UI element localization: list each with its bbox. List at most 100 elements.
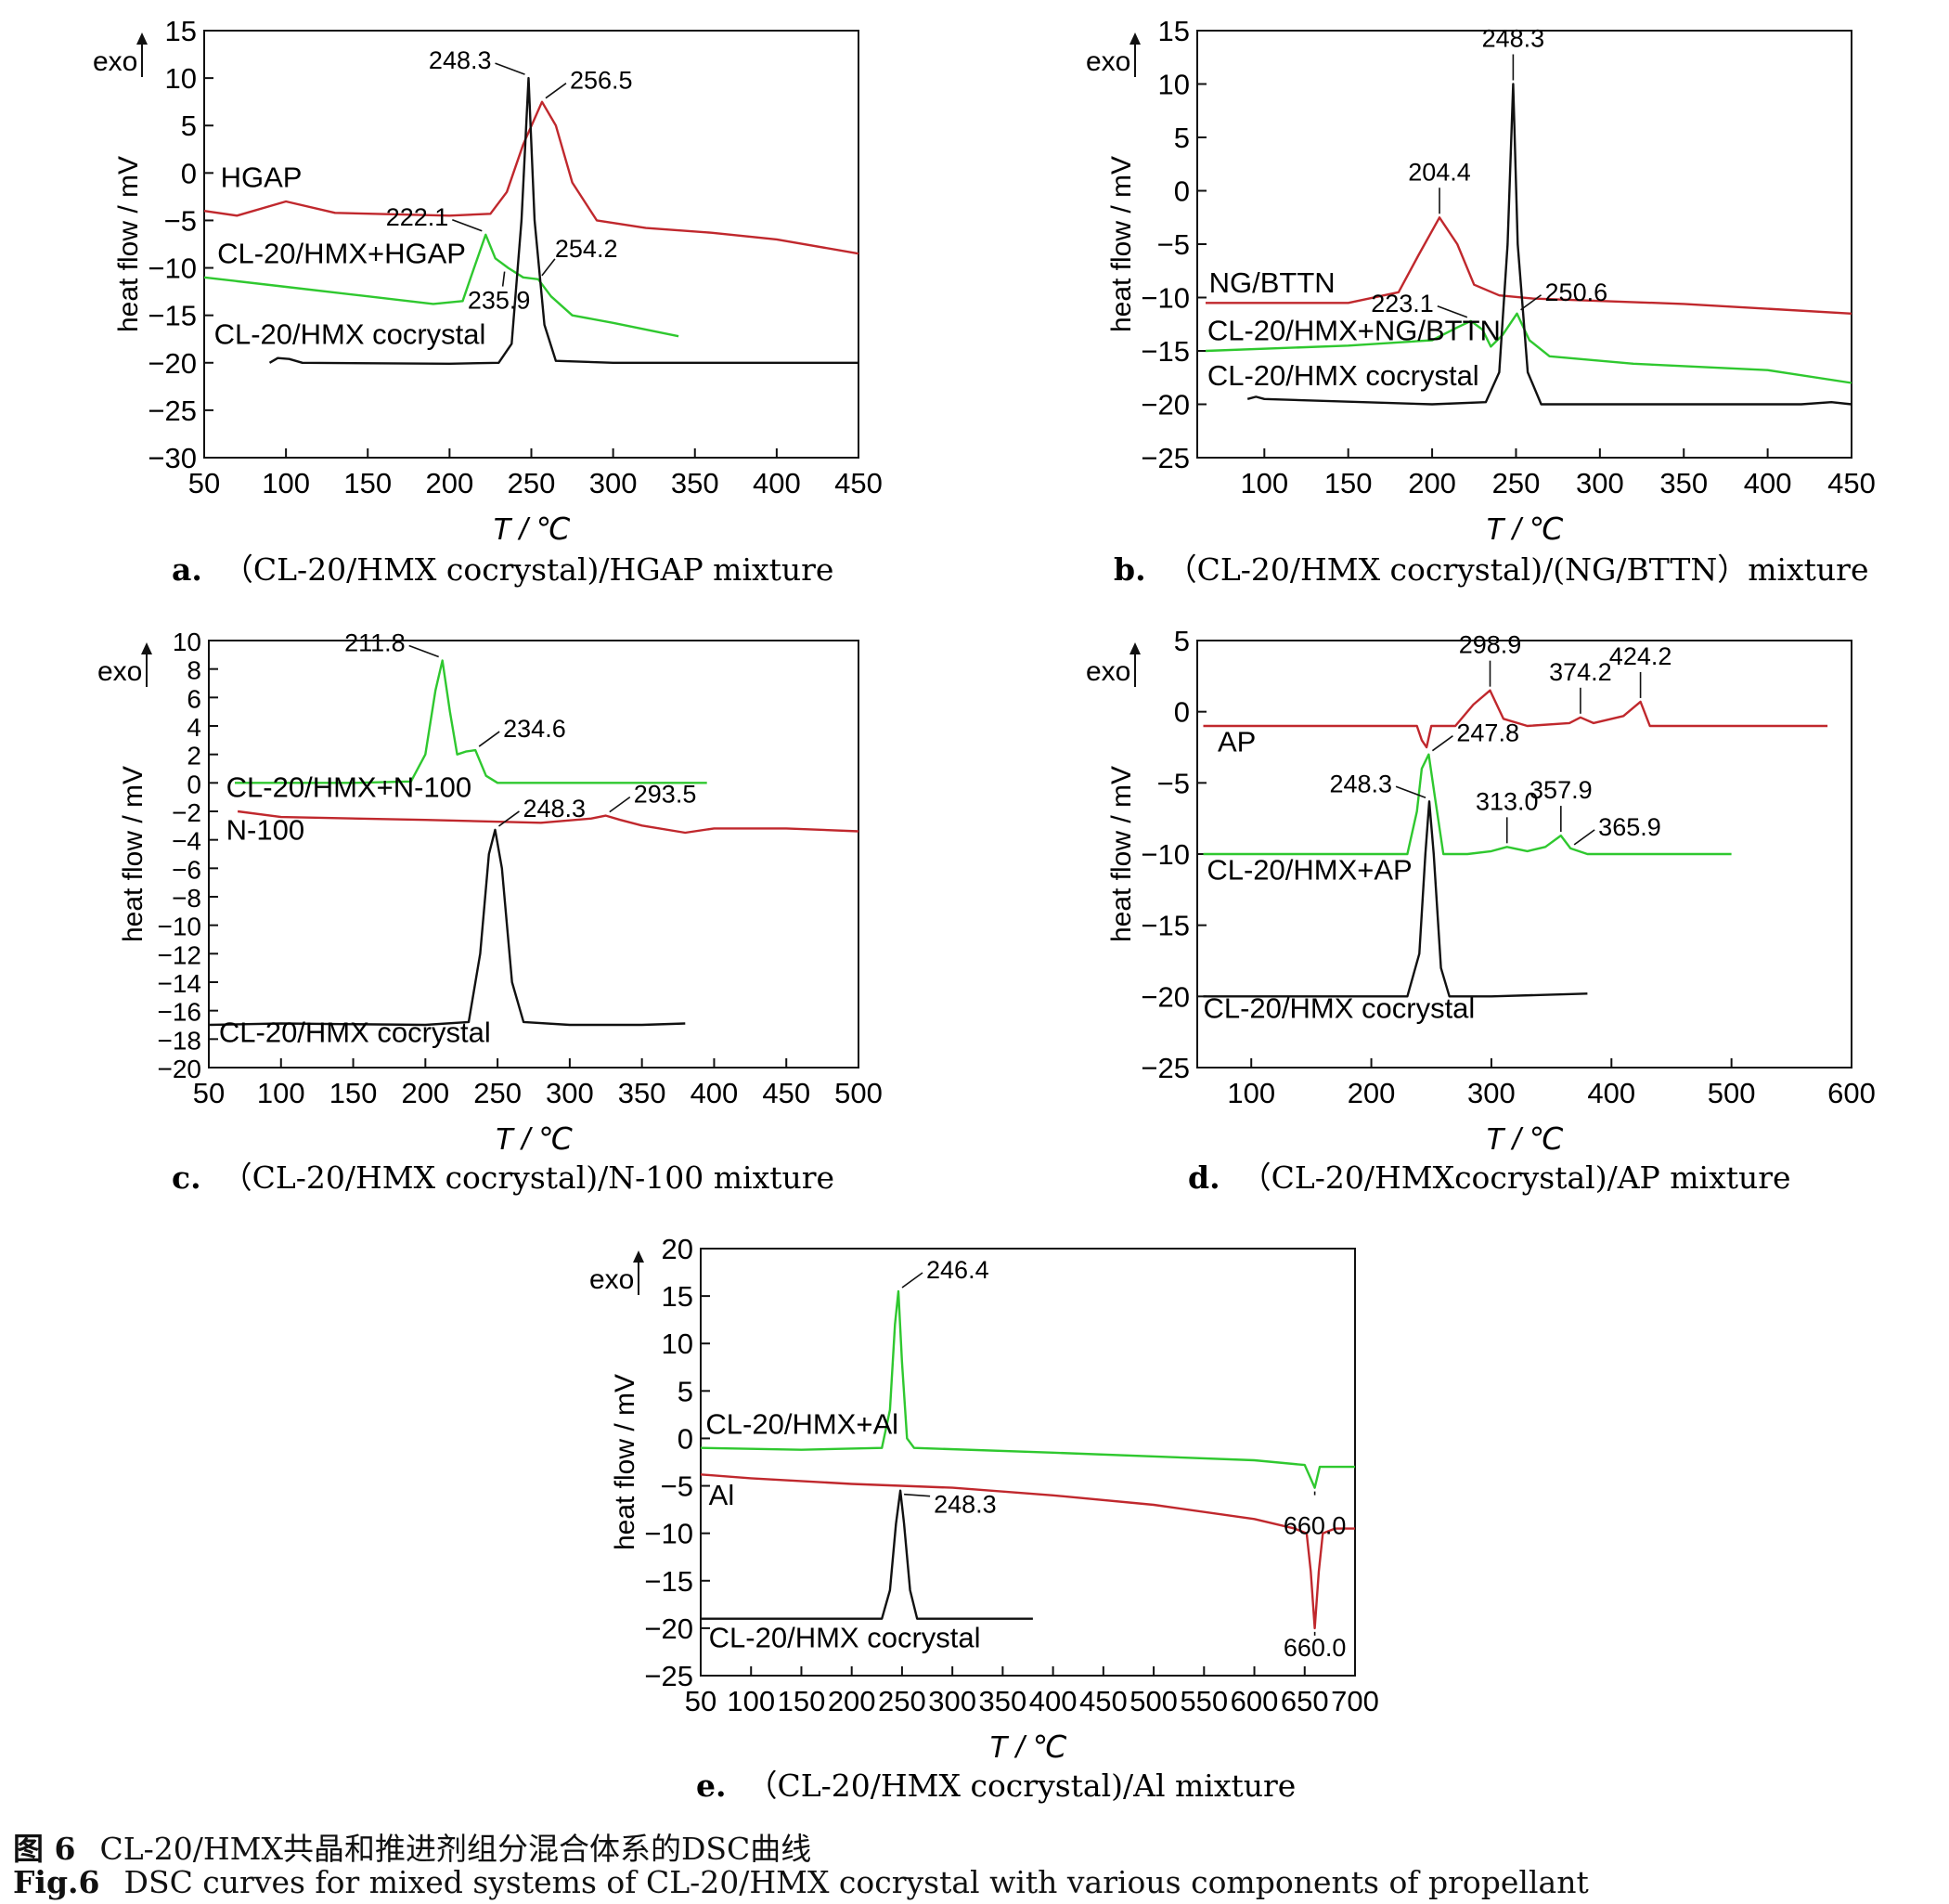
y-tick-label: −4 (172, 827, 201, 856)
x-tick-label: 150 (1324, 467, 1373, 499)
x-axis-label: T / ℃ (1485, 512, 1564, 546)
y-tick-label: 0 (1174, 696, 1190, 729)
peak-arrow (541, 258, 556, 277)
peak-arrow (609, 796, 631, 813)
panel-caption-text: （CL-20/HMX cocrystal)/HGAP mixture (223, 551, 834, 588)
series-label: AP (1218, 726, 1256, 758)
x-tick-label: 200 (1348, 1077, 1396, 1109)
x-tick-label: 100 (262, 467, 310, 499)
peak-label: 298.9 (1459, 631, 1522, 659)
panel-letter: c. (172, 1159, 201, 1196)
x-tick-label: 200 (426, 467, 474, 499)
x-tick-label: 600 (1231, 1685, 1279, 1717)
peak-arrow (1520, 294, 1542, 311)
panel-letter: d. (1188, 1159, 1220, 1196)
y-tick-label: −15 (1141, 910, 1190, 942)
peak-label: 250.6 (1545, 278, 1608, 306)
x-tick-label: 600 (1827, 1077, 1876, 1109)
y-tick-label: 10 (165, 62, 197, 95)
y-tick-label: −14 (158, 969, 202, 998)
x-tick-label: 700 (1331, 1685, 1379, 1717)
x-tick-label: 100 (727, 1685, 775, 1717)
y-tick-label: −8 (172, 884, 201, 913)
y-tick-label: −20 (1141, 980, 1190, 1013)
peak-label: 248.3 (1329, 770, 1392, 797)
exo-label: exo (1086, 656, 1130, 687)
series-line-0 (1206, 216, 1852, 315)
y-tick-label: −5 (1157, 767, 1190, 799)
series-label: CL-20/HMX+HGAP (217, 237, 466, 269)
x-tick-label: 350 (979, 1685, 1027, 1717)
x-tick-label: 400 (1029, 1685, 1078, 1717)
series-label: Al (709, 1479, 735, 1511)
series-label: CL-20/HMX+Al (705, 1407, 898, 1440)
x-tick-label: 250 (1492, 467, 1541, 499)
y-axis-label: heat flow / mV (610, 1374, 640, 1550)
peak-label: 246.4 (926, 1256, 989, 1284)
y-tick-label: −20 (644, 1613, 693, 1645)
x-tick-label: 250 (508, 467, 556, 499)
y-tick-label: −10 (644, 1518, 693, 1550)
y-tick-label: 0 (187, 770, 201, 798)
y-tick-label: 0 (1174, 175, 1190, 208)
caption-cn-text: CL-20/HMX共晶和推进剂组分混合体系的DSC曲线 (99, 1831, 812, 1867)
series-line-0 (1203, 689, 1828, 749)
x-tick-label: 450 (762, 1077, 810, 1109)
peak-arrow (1431, 735, 1453, 752)
y-tick-label: 8 (187, 656, 201, 685)
y-tick-label: −25 (1141, 1052, 1190, 1084)
x-tick-label: 200 (1408, 467, 1456, 499)
peak-label: 424.2 (1609, 642, 1672, 670)
peak-label: 211.8 (344, 628, 406, 656)
panel-caption-text: （CL-20/HMX cocrystal)/N-100 mixture (222, 1159, 834, 1196)
series-label: CL-20/HMX cocrystal (219, 1016, 491, 1048)
series-label: NG/BTTN (1209, 266, 1336, 299)
series-line-1 (203, 233, 679, 338)
peak-label: 365.9 (1598, 813, 1661, 841)
series-label: CL-20/HMX+N-100 (226, 771, 471, 804)
exo-arrowhead (136, 32, 148, 45)
x-tick-label: 400 (753, 467, 801, 499)
y-tick-label: −5 (1157, 228, 1190, 261)
y-tick-label: 4 (187, 713, 201, 742)
series-label: N-100 (226, 814, 304, 847)
y-axis-label: heat flow / mV (118, 766, 148, 942)
x-axis-label: T / ℃ (495, 1121, 574, 1156)
peak-arrow (408, 644, 439, 658)
x-tick-label: 350 (671, 467, 719, 499)
y-tick-label: −16 (158, 998, 202, 1027)
y-tick-label: −10 (148, 253, 197, 285)
series-line-2 (1246, 83, 1852, 406)
caption-cn: 图 6 CL-20/HMX共晶和推进剂组分混合体系的DSC曲线 (13, 1824, 811, 1869)
y-tick-label: −15 (148, 300, 197, 332)
peak-arrow (901, 1272, 923, 1289)
x-tick-label: 650 (1281, 1685, 1329, 1717)
series-line-1 (1203, 753, 1732, 856)
x-tick-label: 350 (1659, 467, 1708, 499)
panel-letter: e. (696, 1768, 726, 1804)
y-tick-label: 0 (181, 157, 197, 189)
series-line-2 (268, 76, 858, 365)
peak-label: 313.0 (1476, 787, 1539, 815)
peak-label: 660.0 (1284, 1634, 1347, 1662)
exo-label: exo (1086, 46, 1130, 77)
y-tick-label: −20 (148, 347, 197, 380)
x-tick-label: 200 (401, 1077, 449, 1109)
x-axis-label: T / ℃ (988, 1729, 1067, 1764)
series-line-1 (237, 810, 859, 835)
exo-label: exo (589, 1264, 634, 1295)
peak-label: 222.1 (386, 203, 449, 231)
y-tick-label: −25 (148, 395, 197, 427)
x-tick-label: 300 (589, 467, 638, 499)
y-tick-label: 5 (1174, 625, 1190, 657)
x-tick-label: 250 (878, 1685, 926, 1717)
peak-arrow (545, 83, 567, 99)
y-tick-label: 6 (187, 684, 201, 713)
dsc-figure: 50 100 150 200 250 300 350 400 450151050−5−10−15… (93, 15, 1876, 1804)
x-tick-label: 250 (473, 1077, 522, 1109)
y-tick-label: −6 (172, 855, 201, 884)
panel-caption: b. （CL-20/HMX cocrystal)/(NG/BTTN）mixture (1114, 551, 1868, 588)
exo-arrowhead (633, 1250, 644, 1263)
y-tick-label: −15 (644, 1565, 693, 1598)
y-tick-label: 10 (1158, 69, 1190, 101)
